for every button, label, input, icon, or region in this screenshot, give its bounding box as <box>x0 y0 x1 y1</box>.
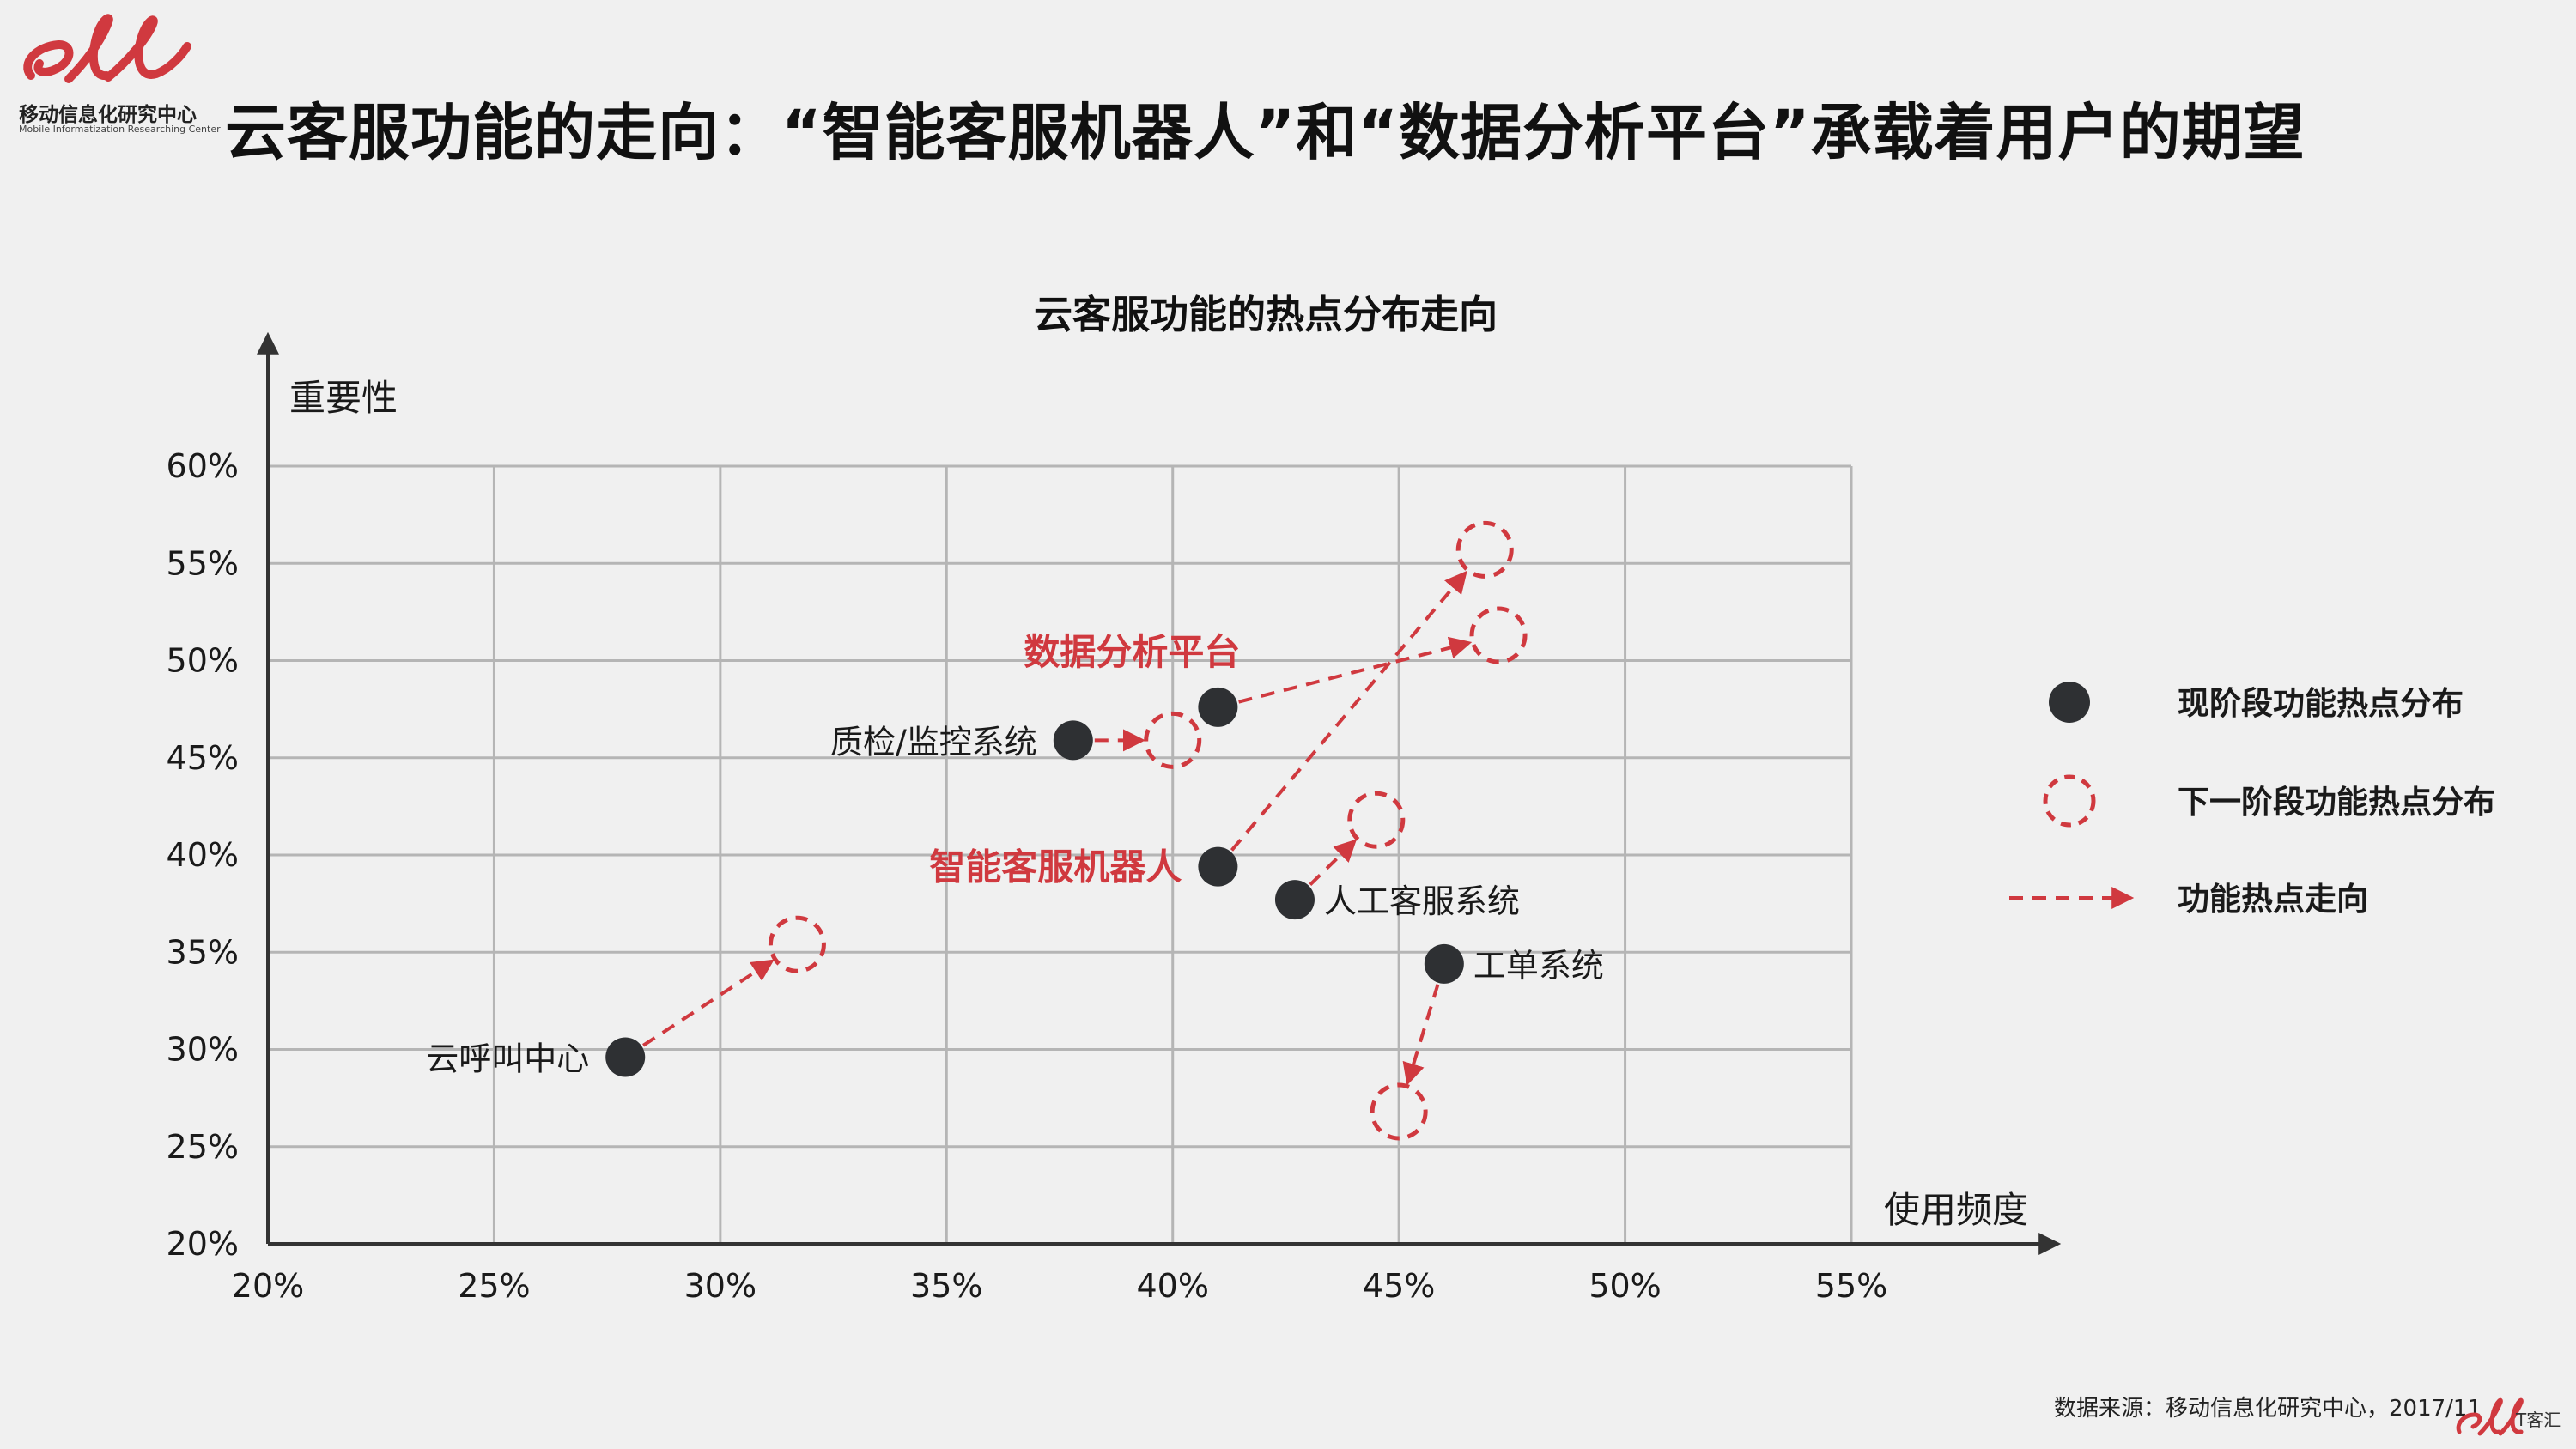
brand-logo: 移动信息化研究中心 Mobile Informatization Researc… <box>19 12 221 135</box>
current-hotspot-marker <box>1424 943 1464 984</box>
next-hotspot-marker <box>768 915 826 973</box>
x-tick-label: 50% <box>1589 1267 1661 1305</box>
current-hotspot-marker <box>605 1037 646 1077</box>
x-axis-label: 使用频度 <box>1884 1189 2028 1231</box>
y-tick-label: 35% <box>167 933 239 971</box>
y-tick-label: 50% <box>167 642 239 680</box>
trend-arrow <box>1309 839 1358 887</box>
x-tick-label: 35% <box>910 1267 982 1305</box>
logo-english-name: Mobile Informatization Researching Cente… <box>19 124 221 135</box>
next-hotspot-marker <box>1469 606 1528 664</box>
y-tick-label: 30% <box>167 1031 239 1069</box>
trend-arrow <box>1230 570 1467 852</box>
trend-arrow <box>642 959 775 1047</box>
current-hotspot-marker <box>1053 720 1093 761</box>
chart-title: 云客服功能的热点分布走向 <box>1034 292 1498 337</box>
point-label: 人工客服系统 <box>1324 882 1520 920</box>
legend-next-marker <box>2043 774 2096 828</box>
point-label: 数据分析平台 <box>1024 631 1240 673</box>
y-tick-label: 40% <box>167 836 239 874</box>
trend-arrow <box>1402 984 1440 1086</box>
x-tick-label: 20% <box>232 1267 304 1305</box>
current-hotspot-marker <box>1198 687 1238 727</box>
logo-mark-icon <box>23 14 191 83</box>
x-tick-label: 25% <box>458 1267 530 1305</box>
y-tick-label: 60% <box>167 447 239 485</box>
trend-arrow <box>1238 636 1473 704</box>
x-tick-label: 45% <box>1363 1267 1435 1305</box>
legend-label: 下一阶段功能热点分布 <box>2178 784 2495 821</box>
y-tick-label: 20% <box>167 1225 239 1263</box>
logo-chinese-name: 移动信息化研究中心 <box>19 104 197 126</box>
next-hotspot-marker <box>1370 1082 1428 1141</box>
point-label: 质检/监控系统 <box>830 723 1037 761</box>
y-tick-label: 45% <box>167 739 239 777</box>
current-hotspot-marker <box>1198 846 1238 887</box>
brand-mark-icon <box>2456 1397 2524 1436</box>
x-tick-label: 30% <box>684 1267 756 1305</box>
next-hotspot-marker <box>1144 711 1202 769</box>
x-tick-label: 55% <box>1815 1267 1887 1305</box>
legend-label: 现阶段功能热点分布 <box>2178 685 2464 722</box>
point-label: 工单系统 <box>1473 947 1604 985</box>
legend-label: 功能热点走向 <box>2178 881 2368 918</box>
point-label: 云呼叫中心 <box>426 1040 589 1078</box>
page-title: 云客服功能的走向：“智能客服机器人”和“数据分析平台”承载着用户的期望 <box>225 97 2306 168</box>
source-note: 数据来源：移动信息化研究中心，2017/11 <box>2053 1396 2482 1422</box>
y-axis-label: 重要性 <box>289 377 398 419</box>
y-tick-label: 25% <box>167 1128 239 1166</box>
legend-current-marker <box>2049 682 2090 723</box>
brand-text: T客汇 <box>2516 1410 2561 1430</box>
point-label: 智能客服机器人 <box>929 846 1182 888</box>
x-tick-label: 40% <box>1136 1267 1208 1305</box>
current-hotspot-marker <box>1274 880 1315 920</box>
y-tick-label: 55% <box>167 544 239 582</box>
next-hotspot-marker <box>1455 520 1514 579</box>
next-hotspot-marker <box>1347 791 1406 849</box>
